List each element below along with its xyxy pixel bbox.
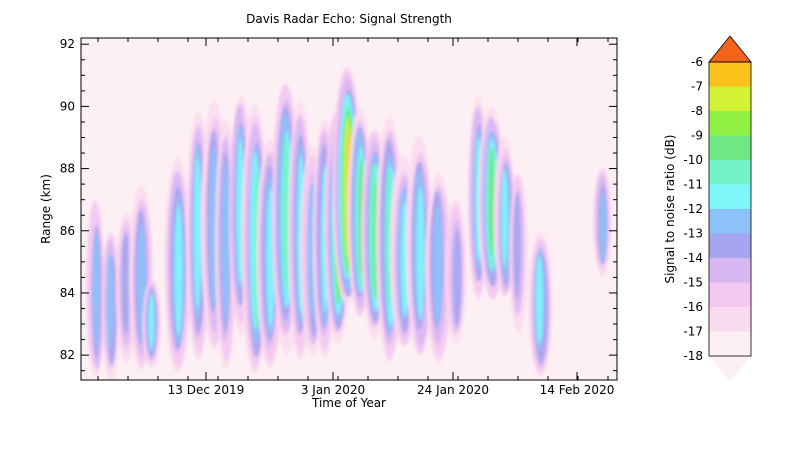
- colorbar-segment: [709, 331, 751, 356]
- colorbar-tick-label: -15: [683, 276, 703, 290]
- heat-blob: [222, 164, 230, 323]
- colorbar-tick-label: -9: [691, 129, 703, 143]
- heat-blob: [92, 232, 100, 347]
- heat-blob: [106, 252, 114, 348]
- y-tick-label: 84: [60, 286, 75, 300]
- heat-blob: [501, 169, 508, 267]
- colorbar-segment: [709, 184, 751, 209]
- heat-blob: [416, 186, 425, 320]
- colorbar-segment: [709, 135, 751, 160]
- colorbar-tick-label: -8: [691, 104, 703, 118]
- colorbar-label: Signal to noise ratio (dB): [663, 135, 677, 284]
- colorbar-segment: [709, 282, 751, 307]
- colorbar-tick-label: -14: [683, 251, 703, 265]
- colorbar-frame: [708, 61, 752, 357]
- y-tick-label: 86: [60, 224, 75, 238]
- heat-blob: [121, 232, 130, 334]
- colorbar-tick-label: -16: [683, 300, 703, 314]
- colorbar-segment: [709, 233, 751, 258]
- heatmap-layer: [86, 65, 612, 380]
- x-axis-label: Time of Year: [311, 396, 386, 410]
- y-axis: 82 84 86 88 90 92: [60, 37, 617, 372]
- x-tick-label: 14 Feb 2020: [540, 383, 615, 397]
- colorbar-tick-label: -10: [683, 153, 703, 167]
- colorbar-tick-label: -11: [683, 178, 703, 192]
- colorbar-tick-label: -7: [691, 80, 703, 94]
- colorbar-tick-label: -12: [683, 202, 703, 216]
- x-tick-label: 13 Dec 2019: [168, 383, 245, 397]
- heat-blob: [488, 146, 495, 256]
- colorbar-segment: [709, 86, 751, 111]
- colorbar-segment: [709, 160, 751, 185]
- colorbar: -18 -17 -16 -15 -14 -13 -12 -11 -10 -9 -8 -7 -6: [683, 35, 752, 382]
- y-tick-label: 88: [60, 162, 75, 176]
- heat-blob: [600, 192, 607, 263]
- heat-blob: [452, 229, 462, 327]
- chart-title: Davis Radar Echo: Signal Strength: [246, 12, 452, 26]
- colorbar-extend-low: [709, 356, 751, 382]
- colorbar-segment: [709, 111, 751, 136]
- x-tick-label: 3 Jan 2020: [301, 383, 365, 397]
- plot-frame: [80, 37, 618, 381]
- y-tick-label: 90: [60, 99, 75, 113]
- x-axis: 13 Dec 2019 3 Jan 2020 24 Jan 2020 14 Feb 2…: [97, 38, 615, 397]
- heat-blob: [282, 134, 290, 294]
- colorbar-segment: [709, 209, 751, 234]
- colorbar-segment: [709, 307, 751, 332]
- heat-blob: [536, 255, 543, 344]
- colorbar-tick-label: -17: [683, 325, 703, 339]
- x-tick-label: 24 Jan 2020: [417, 383, 489, 397]
- colorbar-tick-label: -13: [683, 227, 703, 241]
- colorbar-tick-label: -6: [691, 55, 703, 69]
- colorbar-segment: [709, 258, 751, 283]
- colorbar-segment: [709, 62, 751, 87]
- y-axis-label: Range (km): [39, 174, 53, 244]
- colorbar-tick-label: -18: [683, 349, 703, 363]
- heat-blob: [194, 156, 201, 309]
- y-tick-label: 82: [60, 348, 75, 362]
- heat-blob: [148, 294, 155, 350]
- colorbar-extend-high: [708, 35, 752, 63]
- heat-blob: [433, 205, 443, 326]
- y-tick-label: 92: [60, 37, 75, 51]
- heat-blob: [513, 191, 521, 300]
- heat-blob: [174, 205, 183, 336]
